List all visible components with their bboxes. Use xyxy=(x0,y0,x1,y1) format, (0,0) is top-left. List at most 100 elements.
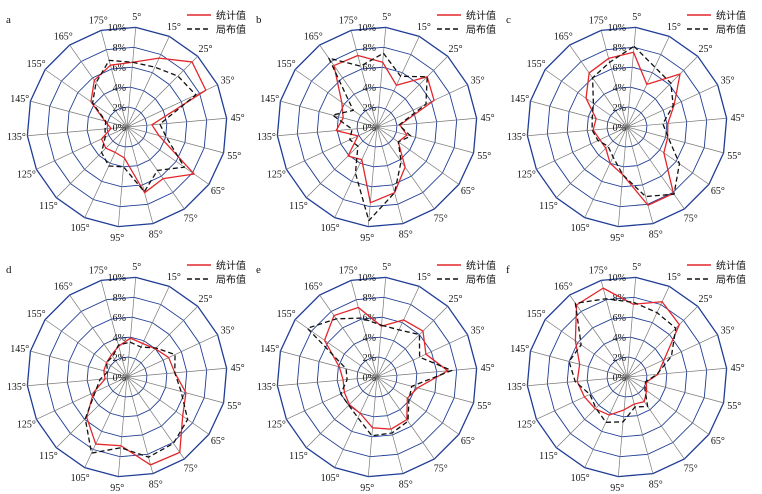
grid-spoke xyxy=(280,350,378,378)
angle-tick-label: 35° xyxy=(221,76,235,87)
angle-tick-label: 85° xyxy=(399,230,413,241)
angle-tick-label: 45° xyxy=(731,113,745,124)
angle-tick-label: 55° xyxy=(477,151,491,162)
angle-tick-label: 95° xyxy=(360,483,374,494)
radial-tick-label: 8% xyxy=(363,43,376,54)
grid-spoke xyxy=(280,100,378,128)
angle-tick-label: 15° xyxy=(417,22,431,33)
angle-tick-label: 135° xyxy=(7,382,26,393)
grid-spoke xyxy=(306,126,378,198)
angle-tick-label: 145° xyxy=(510,94,529,105)
angle-tick-label: 85° xyxy=(649,480,663,491)
angle-tick-label: 25° xyxy=(699,44,713,55)
grid-spoke xyxy=(584,126,628,218)
grid-spoke xyxy=(626,334,718,378)
grid-spoke xyxy=(69,44,128,128)
grid-spoke xyxy=(626,117,727,128)
radial-tick-label: 4% xyxy=(613,83,626,94)
grid-spoke xyxy=(556,376,628,448)
grid-spoke xyxy=(44,319,128,378)
radial-tick-label: 4% xyxy=(113,83,126,94)
radial-tick-label: 6% xyxy=(363,63,376,74)
angle-tick-label: 35° xyxy=(471,76,485,87)
radial-tick-label: 4% xyxy=(363,83,376,94)
grid-spoke xyxy=(626,277,637,378)
angle-tick-label: 105° xyxy=(571,473,590,484)
grid-spoke xyxy=(376,36,420,128)
angle-tick-label: 135° xyxy=(257,132,276,143)
angle-tick-label: 25° xyxy=(449,294,463,305)
grid-spoke xyxy=(569,44,628,128)
angle-tick-label: 125° xyxy=(17,419,36,430)
grid-spoke xyxy=(376,376,435,460)
grid-spoke xyxy=(376,376,474,404)
grid-spoke xyxy=(56,126,128,198)
grid-spoke xyxy=(376,56,448,128)
angle-tick-label: 55° xyxy=(727,401,741,412)
radial-tick-label: 10% xyxy=(358,23,376,34)
angle-tick-label: 115° xyxy=(289,201,308,212)
angle-tick-label: 175° xyxy=(339,15,358,26)
angle-tick-label: 45° xyxy=(231,363,245,374)
angle-tick-label: 85° xyxy=(149,230,163,241)
radial-tick-label: 2% xyxy=(113,103,126,114)
angle-tick-label: 15° xyxy=(417,272,431,283)
grid-spoke xyxy=(376,84,468,128)
grid-spoke xyxy=(126,126,154,224)
angle-tick-label: 165° xyxy=(304,282,323,293)
legend-dist-label: 局布值 xyxy=(216,273,246,286)
angle-tick-label: 115° xyxy=(289,451,308,462)
grid-spoke xyxy=(44,69,128,128)
angle-tick-label: 145° xyxy=(510,344,529,355)
angle-tick-label: 105° xyxy=(321,223,340,234)
angle-tick-label: 35° xyxy=(471,326,485,337)
series-dist-line xyxy=(591,45,681,198)
series-dist-line xyxy=(91,59,197,193)
grid-spoke xyxy=(126,56,198,128)
angle-tick-label: 65° xyxy=(211,436,225,447)
series-stat-line xyxy=(585,51,681,206)
grid-spoke xyxy=(126,367,227,378)
grid-spoke xyxy=(126,36,170,128)
radar-panel-b: 5° 15° 25° 35° 45° 55° 65° 75° 85° 95° 105° 115° 125… xyxy=(256,9,496,244)
angle-tick-label: 55° xyxy=(227,151,241,162)
grid-spoke xyxy=(30,100,128,128)
grid-spoke xyxy=(36,126,128,170)
angle-tick-label: 95° xyxy=(110,233,124,244)
radial-tick-label: 10% xyxy=(108,23,126,34)
angle-tick-label: 105° xyxy=(321,473,340,484)
angle-tick-label: 135° xyxy=(507,132,526,143)
angle-tick-label: 45° xyxy=(231,113,245,124)
angle-tick-label: 55° xyxy=(227,401,241,412)
angle-tick-label: 125° xyxy=(517,419,536,430)
grid-spoke xyxy=(530,100,628,128)
angle-tick-label: 5° xyxy=(132,12,141,23)
grid-spoke xyxy=(626,376,724,404)
grid-spoke xyxy=(626,306,698,378)
angle-tick-label: 165° xyxy=(554,282,573,293)
angle-tick-label: 145° xyxy=(260,344,279,355)
legend-stat-label: 统计值 xyxy=(716,259,746,272)
grid-spoke xyxy=(277,376,378,387)
radial-tick-label: 2% xyxy=(613,103,626,114)
grid-spoke xyxy=(36,376,128,420)
angle-tick-label: 155° xyxy=(527,59,546,70)
angle-tick-label: 5° xyxy=(632,12,641,23)
angle-tick-label: 25° xyxy=(199,44,213,55)
legend-stat-label: 统计值 xyxy=(216,259,246,272)
grid-spoke xyxy=(617,376,628,477)
grid-spoke xyxy=(536,126,628,170)
angle-tick-label: 155° xyxy=(527,309,546,320)
grid-spoke xyxy=(376,367,477,378)
grid-spoke xyxy=(126,376,210,435)
angle-tick-label: 75° xyxy=(434,213,448,224)
radial-tick-label: 0% xyxy=(363,123,376,134)
radial-tick-label: 0% xyxy=(113,123,126,134)
angle-tick-label: 75° xyxy=(184,213,198,224)
radial-tick-label: 4% xyxy=(613,333,626,344)
grid-spoke xyxy=(626,56,698,128)
angle-tick-label: 65° xyxy=(711,436,725,447)
grid-spoke xyxy=(584,376,628,468)
